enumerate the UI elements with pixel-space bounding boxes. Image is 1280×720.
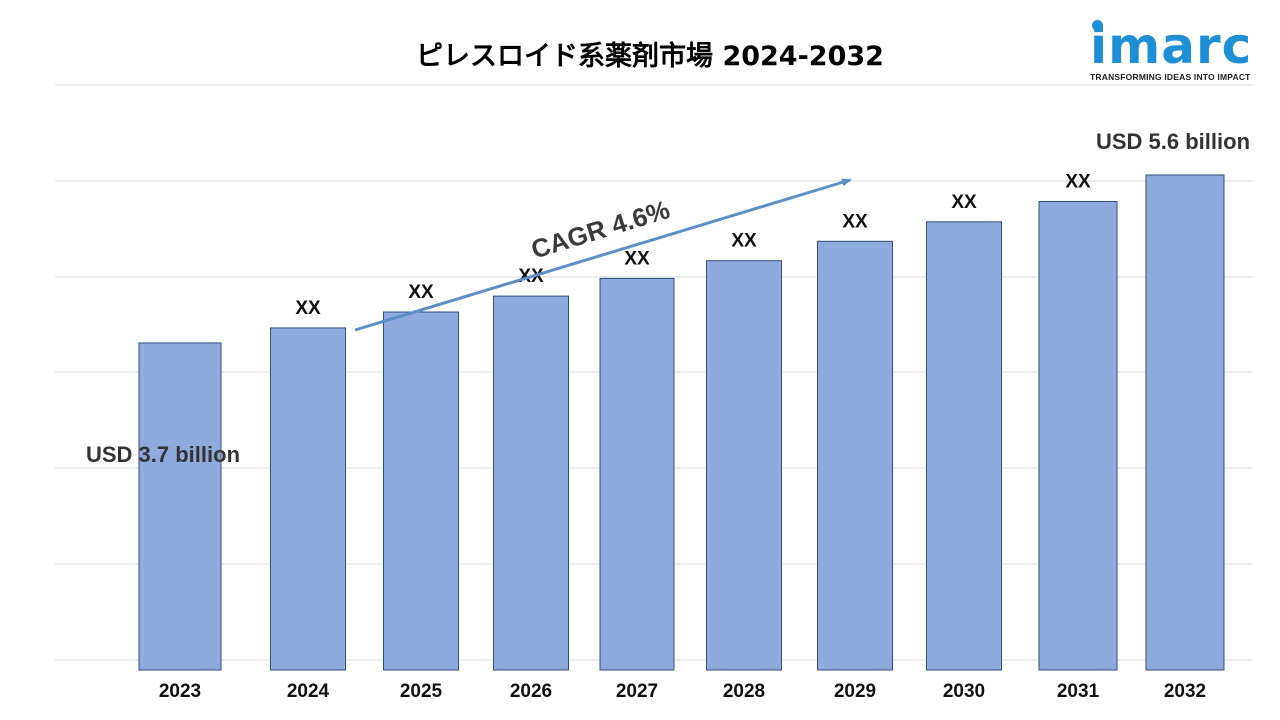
bar-2026 bbox=[493, 295, 569, 671]
chart-title: ピレスロイド系薬剤市場 2024-2032 bbox=[416, 41, 884, 72]
data-label: USD 3.7 billion bbox=[86, 442, 240, 467]
x-tick-label: 2027 bbox=[616, 681, 658, 702]
data-labels: USD 3.7 billionXXXXXXXXXXXXXXXXUSD 5.6 b… bbox=[86, 129, 1250, 467]
logo-dot-icon bbox=[1092, 20, 1103, 31]
data-label: XX bbox=[951, 192, 977, 213]
data-label: XX bbox=[295, 298, 321, 319]
cagr-label: CAGR 4.6% bbox=[528, 194, 674, 265]
data-label: USD 5.6 billion bbox=[1096, 129, 1250, 154]
x-tick-label: 2023 bbox=[159, 681, 201, 702]
logo-tagline: TRANSFORMING IDEAS INTO IMPACT bbox=[1090, 72, 1251, 82]
bar-2023 bbox=[138, 342, 222, 671]
bar-2025 bbox=[383, 311, 459, 671]
bar-2030 bbox=[926, 221, 1002, 671]
bar-2031 bbox=[1038, 201, 1118, 671]
x-tick-labels: 2023 2024 2025 2026 2027 2028 2029 2030 2031 2032 bbox=[159, 681, 1206, 702]
bars bbox=[138, 174, 1225, 671]
data-label: XX bbox=[731, 231, 757, 252]
x-tick-label: 2032 bbox=[1164, 681, 1206, 702]
logo-wordmark: imarc bbox=[1090, 18, 1265, 74]
x-tick-label: 2026 bbox=[510, 681, 552, 702]
logo-word: imarc bbox=[1090, 17, 1253, 75]
data-label: XX bbox=[1065, 172, 1091, 193]
bar-2029 bbox=[817, 240, 893, 671]
x-tick-label: 2029 bbox=[834, 681, 876, 702]
imarc-logo: imarc TRANSFORMING IDEAS INTO IMPACT bbox=[1090, 18, 1265, 82]
data-label: XX bbox=[842, 211, 868, 232]
bar-2027 bbox=[599, 277, 675, 671]
data-label: XX bbox=[624, 248, 650, 269]
bar-2032 bbox=[1145, 174, 1225, 671]
bar-2028 bbox=[706, 260, 782, 671]
x-tick-label: 2024 bbox=[287, 681, 330, 702]
x-tick-label: 2028 bbox=[723, 681, 765, 702]
data-label: XX bbox=[408, 282, 434, 303]
x-tick-label: 2030 bbox=[943, 681, 985, 702]
x-tick-label: 2025 bbox=[400, 681, 443, 702]
bar-2024 bbox=[270, 327, 346, 671]
x-tick-label: 2031 bbox=[1057, 681, 1100, 702]
cagr-arrow bbox=[354, 178, 852, 332]
